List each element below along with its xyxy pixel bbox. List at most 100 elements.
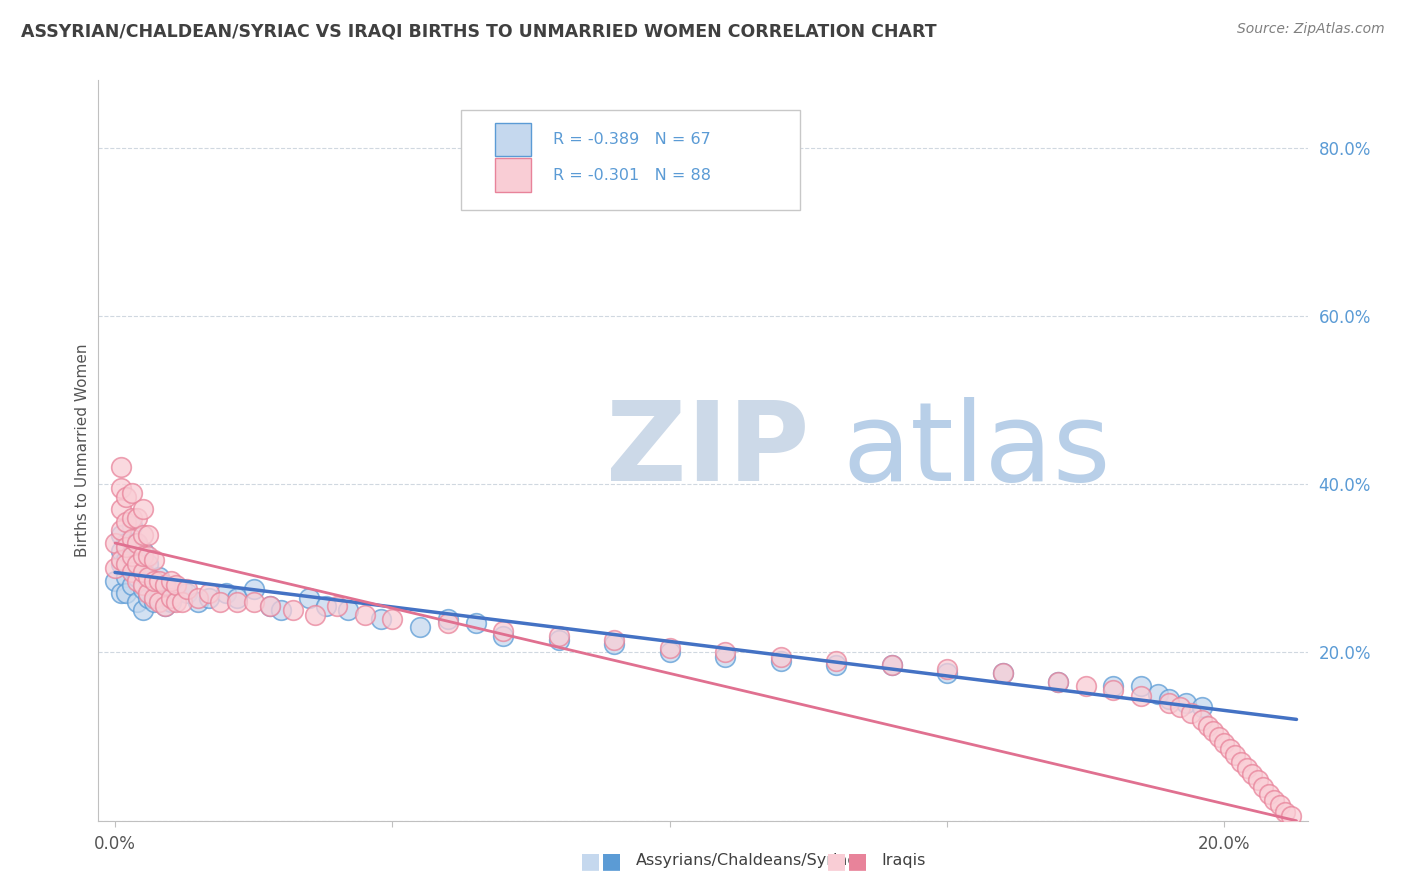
Point [104, 536, 127, 550]
Point [547, 632, 569, 647]
Point [464, 615, 486, 630]
Point [127, 557, 149, 571]
Point [1102, 679, 1125, 693]
Point [159, 586, 181, 600]
Point [658, 645, 681, 659]
Point [142, 553, 165, 567]
Point [1157, 696, 1180, 710]
Point [259, 599, 281, 613]
Point [115, 586, 138, 600]
Point [1213, 736, 1236, 750]
Point [121, 566, 143, 580]
Point [159, 574, 181, 588]
Point [1130, 689, 1153, 703]
Point [991, 666, 1014, 681]
Point [1157, 691, 1180, 706]
Point [1274, 805, 1296, 820]
Point [381, 612, 404, 626]
Point [153, 578, 176, 592]
Point [1130, 679, 1153, 693]
Point [337, 603, 360, 617]
Point [127, 569, 149, 583]
Point [159, 591, 181, 605]
Point [121, 561, 143, 575]
Point [198, 586, 221, 600]
Point [165, 578, 187, 592]
Point [132, 549, 155, 563]
Text: R = -0.389   N = 67: R = -0.389 N = 67 [553, 132, 711, 147]
Point [121, 578, 143, 592]
Point [132, 544, 155, 558]
Point [115, 540, 138, 554]
Point [1236, 762, 1258, 776]
Point [132, 578, 155, 592]
Point [936, 662, 959, 676]
Point [142, 574, 165, 588]
Point [825, 658, 848, 673]
Point [153, 599, 176, 613]
Point [187, 591, 209, 605]
Point [1168, 700, 1191, 714]
Point [170, 595, 193, 609]
FancyBboxPatch shape [495, 159, 531, 192]
Point [1191, 713, 1213, 727]
Point [304, 607, 326, 622]
Point [110, 460, 132, 475]
Point [127, 536, 149, 550]
Point [148, 569, 170, 583]
Point [115, 515, 138, 529]
Point [121, 532, 143, 546]
Point [110, 557, 132, 571]
Text: atlas: atlas [842, 397, 1111, 504]
Text: ■: ■ [602, 851, 621, 871]
Point [127, 536, 149, 550]
Point [176, 586, 198, 600]
Point [270, 603, 292, 617]
Point [170, 582, 193, 597]
Point [1180, 706, 1202, 720]
Point [138, 586, 160, 600]
Point [110, 502, 132, 516]
Point [121, 519, 143, 533]
Point [1241, 767, 1264, 781]
Point [187, 595, 209, 609]
Point [127, 510, 149, 524]
Point [104, 561, 127, 575]
Text: ASSYRIAN/CHALDEAN/SYRIAC VS IRAQI BIRTHS TO UNMARRIED WOMEN CORRELATION CHART: ASSYRIAN/CHALDEAN/SYRIAC VS IRAQI BIRTHS… [21, 22, 936, 40]
Point [127, 553, 149, 567]
Point [115, 536, 138, 550]
Point [603, 637, 626, 651]
Point [936, 666, 959, 681]
Point [121, 536, 143, 550]
Point [138, 549, 160, 563]
Point [1208, 730, 1230, 744]
Text: ZIP: ZIP [606, 397, 810, 504]
Point [1230, 755, 1253, 769]
Point [142, 574, 165, 588]
Point [165, 586, 187, 600]
Point [132, 566, 155, 580]
Text: Source: ZipAtlas.com: Source: ZipAtlas.com [1237, 22, 1385, 37]
FancyBboxPatch shape [495, 123, 531, 156]
Point [121, 553, 143, 567]
Point [142, 591, 165, 605]
Point [110, 527, 132, 541]
Point [437, 615, 460, 630]
Point [603, 632, 626, 647]
Point [110, 544, 132, 558]
Point [259, 599, 281, 613]
Point [1279, 809, 1302, 823]
Point [991, 666, 1014, 681]
Point [825, 654, 848, 668]
Point [132, 582, 155, 597]
Point [115, 569, 138, 583]
FancyBboxPatch shape [461, 110, 800, 210]
Point [110, 586, 132, 600]
Point [658, 641, 681, 656]
Point [1197, 718, 1219, 732]
Point [209, 595, 232, 609]
Point [1225, 747, 1247, 762]
Text: ■: ■ [581, 851, 600, 871]
Point [110, 553, 132, 567]
Point [492, 624, 515, 639]
